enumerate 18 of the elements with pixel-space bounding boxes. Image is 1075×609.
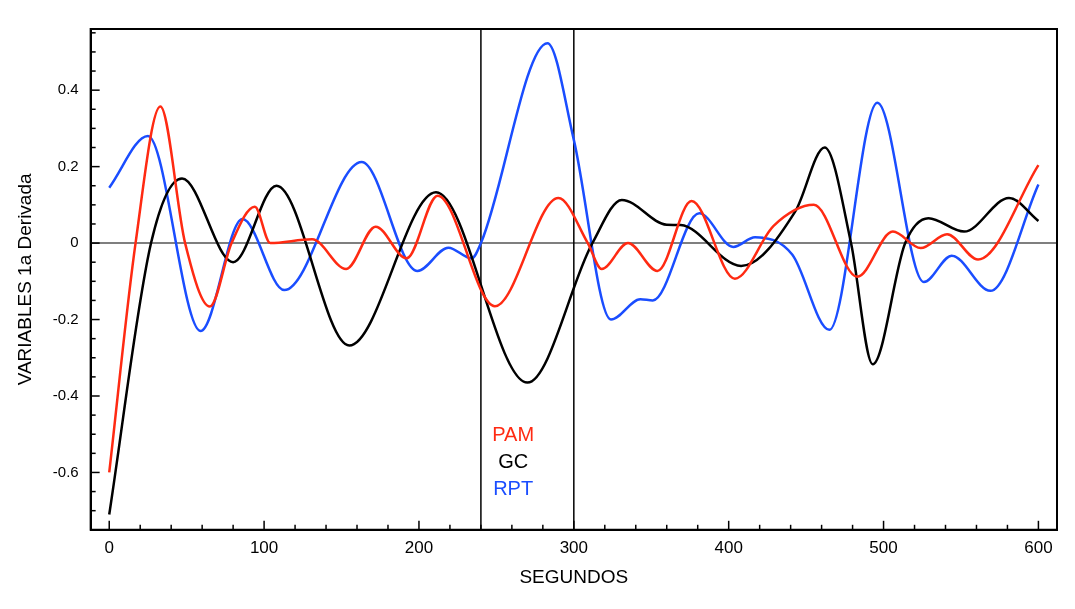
text: GC (498, 450, 529, 473)
y-tick-label: -0.6 (52, 462, 79, 480)
y-tick-label: -0.2 (52, 309, 79, 327)
y-tick-label: -0.4 (52, 386, 79, 404)
x-tick-label: 600 (1024, 537, 1053, 557)
y-tick-label: 0.4 (57, 80, 79, 98)
y-tick-label: 0 (70, 233, 79, 251)
y-axis-title: VARIABLES 1a Derivada (13, 173, 35, 386)
x-tick-label: 500 (869, 537, 898, 557)
text: RPT (493, 477, 534, 500)
y-tick-label: 0.2 (57, 156, 79, 174)
x-tick-label: 400 (714, 537, 743, 557)
x-tick-label: 0 (104, 537, 114, 557)
x-tick-label: 100 (249, 537, 279, 557)
x-axis-title: SEGUNDOS (519, 565, 629, 587)
x-tick-label: 200 (404, 537, 434, 557)
text: PAM (492, 423, 535, 446)
x-tick-label: 300 (559, 537, 589, 557)
